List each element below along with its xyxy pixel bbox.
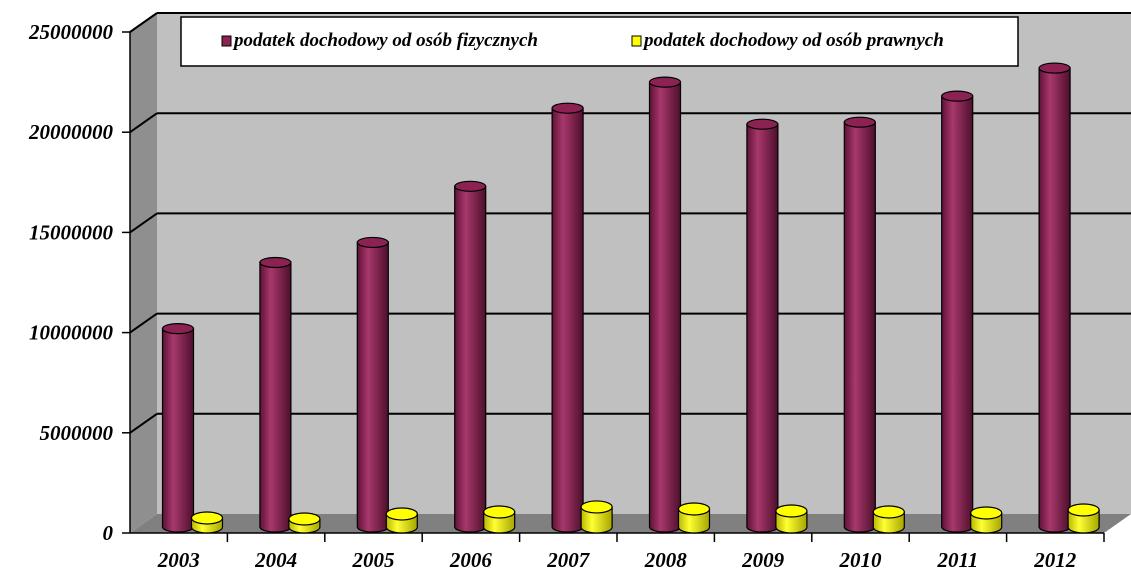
bar-prawne [872,505,905,534]
y-tick-label: 25000000 [28,20,114,44]
gridline-side [129,112,158,134]
y-tick-label: 0 [103,521,114,545]
bar-prawne [483,505,516,534]
bar-prawne [775,504,808,534]
y-tick-label: 15000000 [29,220,114,244]
legend-swatch [631,35,642,47]
x-tick-label: 2003 [157,548,200,572]
gridline-side [129,212,158,234]
gridline-side [129,12,158,33]
chart-back-wall [157,13,1131,514]
legend-label: podatek dochodowy od osób prawnych [642,30,944,51]
x-tick-label: 2004 [254,548,297,572]
bar-fizyczne [356,236,389,533]
bar-prawne [190,511,224,534]
legend-swatch [221,35,232,47]
x-tick-label: 2012 [1033,548,1077,572]
bar-fizyczne [941,90,974,533]
y-tick-label: 10000000 [29,321,114,345]
y-tick-label: 5000000 [40,421,114,445]
bar-prawne [970,506,1003,534]
bar-fizyczne [454,180,487,533]
bar-fizyczne [843,116,876,533]
x-tick-label: 2010 [839,548,883,572]
y-tick-label: 20000000 [28,120,114,144]
x-tick-label: 2009 [741,548,785,572]
bar-prawne [288,512,321,534]
bar-fizyczne [746,118,779,533]
bar-prawne [677,502,711,534]
gridline-side [129,312,158,334]
x-tick-label: 2006 [449,548,493,572]
x-tick-label: 2005 [352,548,395,572]
bar-fizyczne [161,323,195,533]
bar-prawne [385,507,418,534]
bar-fizyczne [1038,62,1071,533]
x-tick-label: 2007 [546,548,591,572]
x-tick-label: 2011 [936,548,978,572]
bar-fizyczne [551,102,584,533]
gridline-side [129,412,158,434]
bar-fizyczne [259,256,292,533]
chart-side-wall [130,13,157,533]
bar-fizyczne [648,76,682,533]
legend-label: podatek dochodowy od osób fizycznych [232,30,538,51]
legend-box [180,16,1019,67]
bar-prawne [1067,503,1100,534]
x-tick-label: 2008 [644,548,688,572]
bar-prawne [580,500,613,534]
